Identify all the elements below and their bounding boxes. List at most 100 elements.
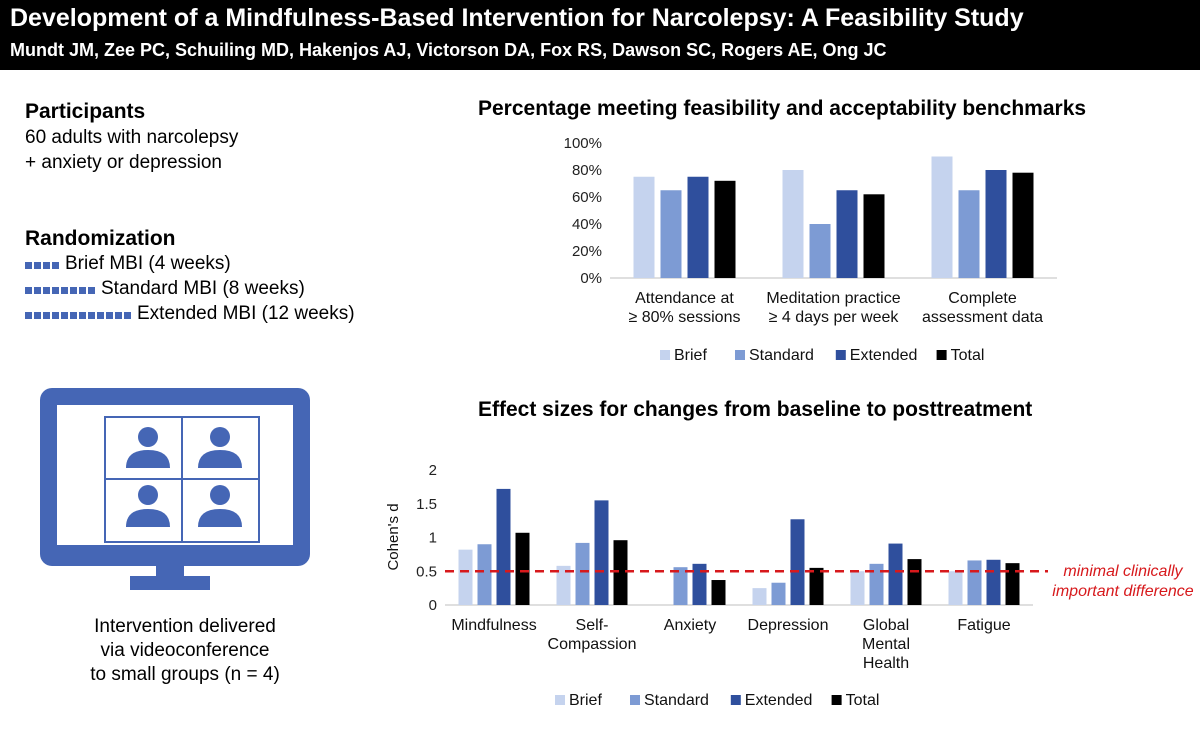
week-square (106, 312, 113, 319)
x-category-label: Attendance at (635, 290, 734, 307)
y-tick-label: 1 (429, 530, 437, 547)
x-category-label: Complete (948, 290, 1017, 307)
legend-label-total: Total (951, 347, 985, 364)
x-category-label: ≥ 80% sessions (629, 309, 741, 326)
x-category-label: assessment data (922, 309, 1043, 326)
bar-standard (958, 190, 980, 278)
benchmark-bar-chart: 0% 20% 40% 60% 80% 100% Attendance at ≥ 80% ses… (564, 135, 1057, 364)
bar-standard (673, 567, 688, 605)
bar-standard (477, 544, 492, 605)
bar-brief (931, 156, 953, 278)
bar-brief (458, 549, 473, 605)
y-tick-label: 0.5 (416, 563, 437, 580)
participants-heading: Participants (25, 100, 146, 123)
intervention-caption: Intervention delivered via videoconferen… (40, 615, 330, 687)
randomization-arm: Standard MBI (8 weeks) (25, 277, 305, 301)
week-squares (25, 303, 133, 325)
bar-standard (575, 542, 590, 605)
x-category-label: Fatigue (957, 617, 1010, 634)
benchmark-chart-title: Percentage meeting feasibility and accep… (478, 97, 1087, 120)
bar-extended (888, 543, 903, 605)
bar-brief (633, 176, 655, 278)
week-square (124, 312, 131, 319)
week-squares (25, 253, 61, 275)
bar-standard (869, 563, 884, 605)
bar-extended (496, 488, 511, 605)
x-category-label: Meditation practice (766, 290, 900, 307)
week-square (79, 287, 86, 294)
bar-extended (836, 190, 858, 278)
randomization-heading: Randomization (25, 227, 176, 250)
week-square (25, 262, 32, 269)
bar-standard (809, 224, 831, 278)
effect-size-chart-title: Effect sizes for changes from baseline t… (478, 398, 1033, 421)
legend-swatch-extended (835, 350, 846, 360)
videoconference-monitor-icon (0, 380, 340, 615)
x-category-label: Anxiety (664, 617, 716, 634)
week-square (52, 287, 59, 294)
week-square (43, 312, 50, 319)
legend-label-brief: Brief (569, 692, 602, 709)
bar-brief (782, 170, 804, 278)
bar-total (809, 567, 824, 605)
x-category-label: Self- (576, 617, 609, 634)
poster-title: Development of a Mindfulness-Based Inter… (10, 4, 1024, 32)
x-category-label: Mental (862, 636, 910, 653)
legend-label-extended: Extended (745, 692, 813, 709)
bar-total (714, 180, 736, 278)
bar-total (863, 194, 885, 278)
week-square (88, 287, 95, 294)
legend-label-brief: Brief (674, 347, 707, 364)
week-squares (25, 278, 97, 300)
bar-brief (556, 565, 571, 605)
x-category-label: Global (863, 617, 909, 634)
week-square (61, 312, 68, 319)
bar-standard (771, 582, 786, 605)
week-square (61, 287, 68, 294)
bar-standard (660, 190, 682, 278)
week-square (25, 312, 32, 319)
reference-line-label: minimal clinically (1063, 563, 1183, 580)
caption-line-2: via videoconference (100, 640, 270, 661)
author-list: Mundt JM, Zee PC, Schuiling MD, Hakenjos… (10, 40, 887, 60)
y-axis-label: Cohen's d (385, 503, 402, 570)
caption-line-3: to small groups (n = 4) (90, 664, 280, 685)
bar-extended (594, 500, 609, 605)
x-category-label: Mindfulness (451, 617, 536, 634)
y-tick-label: 80% (572, 162, 602, 179)
week-square (79, 312, 86, 319)
legend-swatch-brief (660, 350, 670, 360)
legend-swatch-standard (630, 695, 640, 705)
y-tick-label: 1.5 (416, 496, 437, 513)
week-square (70, 287, 77, 294)
bar-total (907, 559, 922, 605)
bar-brief (850, 571, 865, 605)
caption-line-1: Intervention delivered (94, 616, 276, 637)
randomization-arm-label: Extended MBI (12 weeks) (137, 303, 355, 324)
participants-description: 60 adults with narcolepsy + anxiety or d… (25, 125, 238, 175)
bar-total (613, 540, 628, 605)
participants-line-2: + anxiety or depression (25, 152, 222, 173)
legend-label-extended: Extended (850, 347, 918, 364)
legend-swatch-extended (730, 695, 741, 705)
bar-total (515, 532, 530, 605)
bar-brief (752, 588, 767, 605)
x-category-label: ≥ 4 days per week (769, 309, 900, 326)
randomization-arm: Extended MBI (12 weeks) (25, 302, 355, 326)
x-category-label: Depression (748, 617, 829, 634)
week-square (43, 287, 50, 294)
bar-total (1012, 172, 1034, 278)
y-tick-label: 60% (572, 189, 602, 206)
bar-extended (692, 563, 707, 605)
y-tick-label: 40% (572, 216, 602, 233)
y-tick-label: 2 (429, 462, 437, 479)
legend-label-total: Total (846, 692, 880, 709)
week-square (34, 262, 41, 269)
week-square (52, 312, 59, 319)
week-square (43, 262, 50, 269)
bar-standard (967, 560, 982, 605)
legend-swatch-brief (555, 695, 565, 705)
effect-size-bar-chart: 0 0.5 1 1.5 2 Mindfulness Self- Compassion Anxie… (385, 462, 1194, 709)
y-tick-label: 0% (580, 270, 602, 287)
participants-line-1: 60 adults with narcolepsy (25, 127, 239, 148)
